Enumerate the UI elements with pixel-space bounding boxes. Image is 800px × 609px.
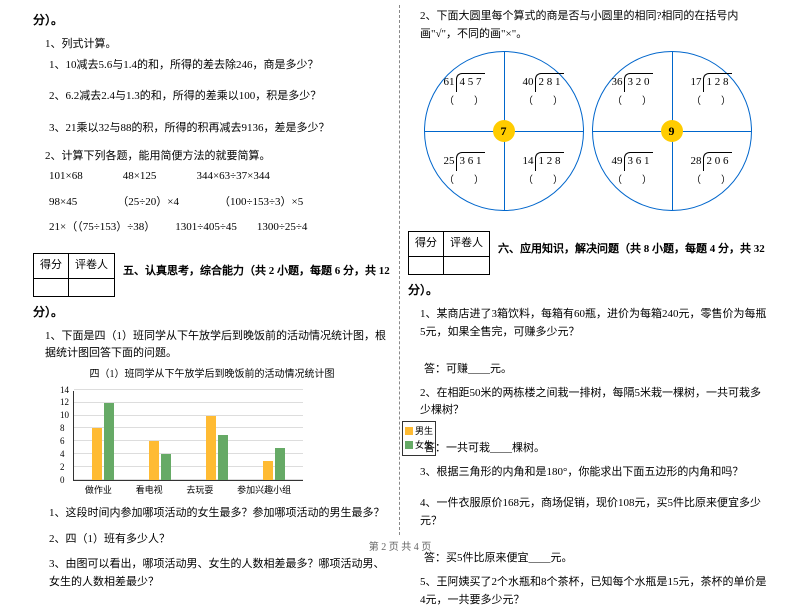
ans-4: 答：买5件比原来便宜____元。 <box>424 550 767 568</box>
ans-1: 答：可赚____元。 <box>424 361 767 379</box>
calc-row-3: 21×（（75÷153）÷38） 1301÷405÷45 1300÷25÷4 <box>49 219 391 237</box>
q5-1: 1、下面是四（1）班同学从下午放学后到晚饭前的活动情况统计图，根据统计图回答下面… <box>45 328 391 363</box>
q6-2: 2、在相距50米的两栋楼之间栽一排树，每隔5米栽一棵树，一共可栽多少棵树？ <box>420 385 767 420</box>
bar-chart: 02468101214 做作业看电视去玩耍参加兴趣小组 男生 女生 <box>73 391 391 497</box>
q6-3: 3、根据三角形的内角和是180°，你能求出下面五边形的内角和吗？ <box>420 464 767 482</box>
circle-b: 9 363 2 0（ ） 171 2 8（ ） 493 6 1（ ） 282 0… <box>592 51 752 211</box>
section5-title: 五、认真思考，综合能力（共 2 小题，每题 6 分，共 12 <box>123 263 390 281</box>
score-table-2: 得分评卷人 <box>408 231 490 275</box>
section5-fen: 分）。 <box>33 303 391 322</box>
section6-fen: 分）。 <box>408 281 767 300</box>
circles-diagram: 7 614 5 7（ ） 402 8 1（ ） 253 6 1（ ） 141 2… <box>408 51 767 211</box>
q1-3: 3、21乘以32与88的积，所得的积再减去9136，差是多少？ <box>49 120 391 138</box>
calc-row-1: 101×68 48×125 344×63÷37×344 <box>49 168 391 186</box>
q5-1-3: 3、由图可以看出，哪项活动男、女生的人数相差最多？哪项活动男、女生的人数相差最少… <box>49 556 391 591</box>
q6-5: 5、王阿姨买了2个水瓶和8个茶杯，已知每个水瓶是15元，茶杯的单价是4元，一共要… <box>420 574 767 609</box>
q5-1-2: 2、四（1）班有多少人？ <box>49 531 391 549</box>
q1-2: 2、6.2减去2.4与1.3的和，所得的差乘以100，积是多少？ <box>49 88 391 106</box>
q6-4: 4、一件衣服原价168元，商场促销，现价108元，买5件比原来便宜多少元？ <box>420 495 767 530</box>
section6-title: 六、应用知识，解决问题（共 8 小题，每题 4 分，共 32 <box>498 241 765 259</box>
q6-1: 1、某商店进了3箱饮料，每箱有60瓶，进价为每箱240元，零售价为每瓶5元，如果… <box>420 306 767 341</box>
chart-title: 四（1）班同学从下午放学后到晚饭前的活动情况统计图 <box>33 367 391 383</box>
chart-legend: 男生 女生 <box>402 421 436 456</box>
q2-top: 2、下面大圆里每个算式的商是否与小圆里的相同?相同的在括号内画"√"，不同的画"… <box>420 8 767 43</box>
circle-a: 7 614 5 7（ ） 402 8 1（ ） 253 6 1（ ） 141 2… <box>424 51 584 211</box>
calc-row-2: 98×45 （25÷20）×4 （100÷153÷3）×5 <box>49 194 391 212</box>
q1-title: 1、列式计算。 <box>45 36 391 54</box>
ans-2: 答：一共可栽____棵树。 <box>424 440 767 458</box>
q1-1: 1、10减去5.6与1.4的和，所得的差去除246，商是多少？ <box>49 57 391 75</box>
q2-title: 2、计算下列各题，能用简便方法的就要简算。 <box>45 148 391 166</box>
q5-1-1: 1、这段时间内参加哪项活动的女生最多？参加哪项活动的男生最多？ <box>49 505 391 523</box>
section-cont: 分）。 <box>33 11 391 30</box>
score-table: 得分评卷人 <box>33 253 115 297</box>
